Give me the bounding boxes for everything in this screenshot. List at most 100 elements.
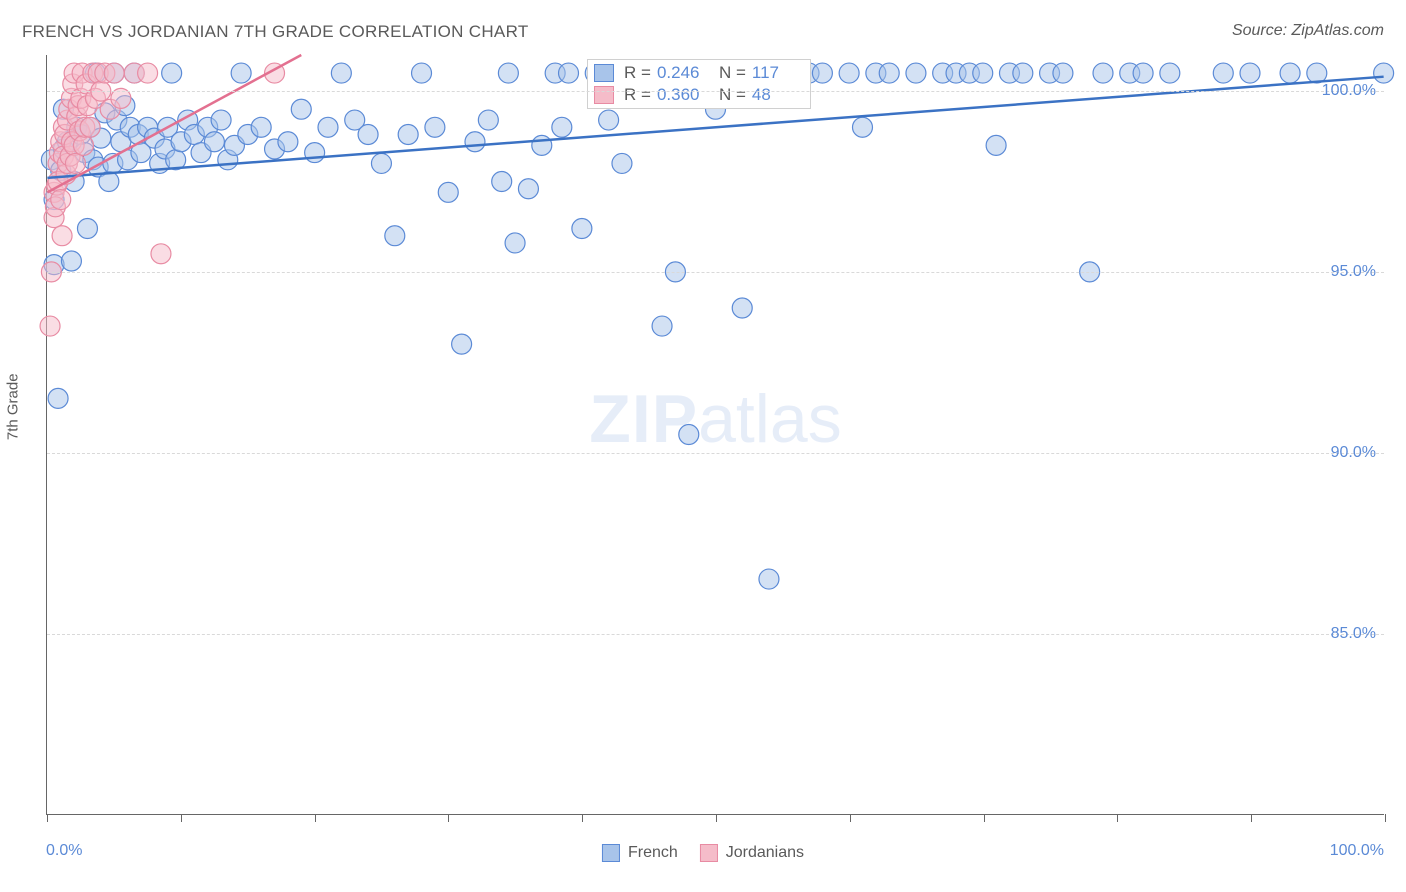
legend-item-jordanians: Jordanians [700, 844, 804, 862]
scatter-point [425, 117, 445, 137]
x-tick [1385, 814, 1386, 822]
scatter-point [358, 125, 378, 145]
scatter-point [973, 63, 993, 83]
x-tick [181, 814, 182, 822]
legend-swatch-french [602, 844, 620, 862]
scatter-point [532, 135, 552, 155]
x-tick [1117, 814, 1118, 822]
scatter-point [1280, 63, 1300, 83]
stat-n-label-1: N = [719, 85, 746, 105]
scatter-point [278, 132, 298, 152]
stat-r-val-1: 0.360 [657, 85, 709, 105]
scatter-point [305, 143, 325, 163]
scatter-svg [47, 55, 1384, 814]
scatter-point [559, 63, 579, 83]
x-tick [850, 814, 851, 822]
scatter-point [151, 244, 171, 264]
scatter-point [438, 182, 458, 202]
swatch-jordanians [594, 86, 614, 104]
scatter-point [492, 172, 512, 192]
x-tick [716, 814, 717, 822]
legend: French Jordanians [602, 844, 804, 862]
scatter-point [879, 63, 899, 83]
chart-title: FRENCH VS JORDANIAN 7TH GRADE CORRELATIO… [22, 22, 529, 42]
gridline [47, 453, 1384, 454]
scatter-point [104, 63, 124, 83]
y-axis-label: 7th Grade [5, 373, 22, 440]
scatter-point [52, 226, 72, 246]
scatter-point [572, 218, 592, 238]
scatter-point [398, 125, 418, 145]
scatter-point [498, 63, 518, 83]
x-axis-min-label: 0.0% [46, 842, 82, 860]
scatter-point [906, 63, 926, 83]
legend-swatch-jordanians [700, 844, 718, 862]
legend-item-french: French [602, 844, 678, 862]
scatter-point [759, 569, 779, 589]
chart-container: 7th Grade ZIPatlas R = 0.246 N = 117 R =… [18, 55, 1388, 875]
stat-r-val-0: 0.246 [657, 63, 709, 83]
scatter-point [251, 117, 271, 137]
source-label: Source: ZipAtlas.com [1232, 22, 1384, 40]
scatter-point [1013, 63, 1033, 83]
y-tick-label: 95.0% [1331, 263, 1376, 281]
scatter-point [679, 425, 699, 445]
scatter-point [1240, 63, 1260, 83]
gridline [47, 91, 1384, 92]
scatter-point [162, 63, 182, 83]
scatter-point [77, 218, 97, 238]
scatter-point [40, 316, 60, 336]
scatter-point [732, 298, 752, 318]
x-tick [47, 814, 48, 822]
scatter-point [1133, 63, 1153, 83]
scatter-point [371, 153, 391, 173]
scatter-point [318, 117, 338, 137]
stat-n-label: N = [719, 63, 746, 83]
stat-n-val-1: 48 [752, 85, 804, 105]
y-tick-label: 85.0% [1331, 625, 1376, 643]
scatter-point [518, 179, 538, 199]
y-tick-label: 100.0% [1322, 82, 1376, 100]
scatter-point [65, 153, 85, 173]
scatter-point [138, 63, 158, 83]
scatter-point [1053, 63, 1073, 83]
scatter-point [412, 63, 432, 83]
scatter-point [452, 334, 472, 354]
stats-row-jordanians: R = 0.360 N = 48 [594, 84, 804, 106]
scatter-point [852, 117, 872, 137]
scatter-point [211, 110, 231, 130]
scatter-point [204, 132, 224, 152]
legend-label-jordanians: Jordanians [726, 844, 804, 862]
scatter-point [478, 110, 498, 130]
scatter-point [80, 117, 100, 137]
x-tick [1251, 814, 1252, 822]
gridline [47, 272, 1384, 273]
swatch-french [594, 64, 614, 82]
scatter-point [331, 63, 351, 83]
scatter-point [231, 63, 251, 83]
plot-area: ZIPatlas R = 0.246 N = 117 R = 0.360 N =… [46, 55, 1384, 815]
scatter-point [48, 388, 68, 408]
stat-r-label: R = [624, 63, 651, 83]
scatter-point [51, 190, 71, 210]
x-tick [582, 814, 583, 822]
stat-n-val-0: 117 [752, 63, 804, 83]
stats-legend: R = 0.246 N = 117 R = 0.360 N = 48 [587, 59, 811, 109]
scatter-point [1374, 63, 1394, 83]
scatter-point [1093, 63, 1113, 83]
scatter-point [1160, 63, 1180, 83]
stats-row-french: R = 0.246 N = 117 [594, 62, 804, 84]
scatter-point [552, 117, 572, 137]
gridline [47, 634, 1384, 635]
scatter-point [599, 110, 619, 130]
stat-r-label-1: R = [624, 85, 651, 105]
scatter-point [61, 251, 81, 271]
scatter-point [612, 153, 632, 173]
scatter-point [839, 63, 859, 83]
x-tick [315, 814, 316, 822]
scatter-point [812, 63, 832, 83]
scatter-point [73, 135, 93, 155]
scatter-point [291, 99, 311, 119]
scatter-point [385, 226, 405, 246]
y-tick-label: 90.0% [1331, 444, 1376, 462]
